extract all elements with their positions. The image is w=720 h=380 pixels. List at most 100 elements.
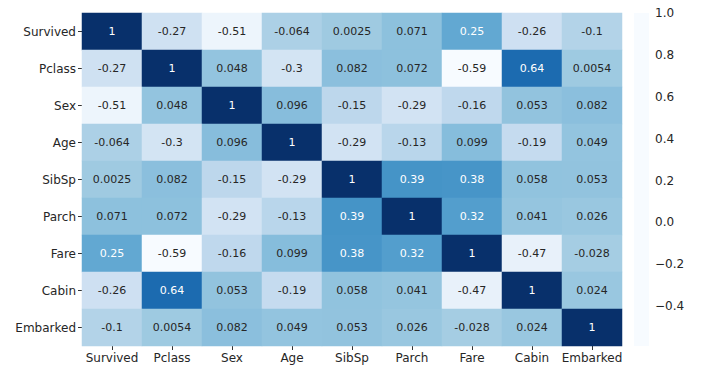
svg-text:0.072: 0.072 [396, 62, 428, 75]
svg-text:Survived: Survived [23, 25, 76, 39]
svg-text:0.082: 0.082 [216, 321, 248, 334]
svg-text:Sex: Sex [54, 99, 76, 113]
svg-text:0.048: 0.048 [216, 62, 248, 75]
svg-text:-0.064: -0.064 [274, 25, 309, 38]
svg-text:0.049: 0.049 [576, 136, 608, 149]
svg-text:Cabin: Cabin [42, 284, 76, 298]
svg-text:1: 1 [229, 99, 236, 112]
svg-text:-0.59: -0.59 [458, 62, 486, 75]
svg-text:-0.19: -0.19 [278, 284, 306, 297]
svg-text:-0.51: -0.51 [218, 25, 246, 38]
svg-text:1: 1 [589, 321, 596, 334]
svg-text:0.058: 0.058 [516, 173, 548, 186]
svg-text:-0.028: -0.028 [574, 247, 609, 260]
svg-text:-0.3: -0.3 [161, 136, 182, 149]
svg-text:0.053: 0.053 [216, 284, 248, 297]
svg-text:-0.29: -0.29 [218, 210, 246, 223]
svg-text:-0.1: -0.1 [581, 25, 602, 38]
svg-text:−0.4: −0.4 [655, 299, 684, 313]
svg-text:-0.27: -0.27 [158, 25, 186, 38]
svg-text:0.082: 0.082 [576, 99, 608, 112]
svg-text:0.38: 0.38 [460, 173, 485, 186]
svg-text:-0.19: -0.19 [518, 136, 546, 149]
svg-text:1: 1 [109, 25, 116, 38]
svg-text:0.4: 0.4 [655, 132, 674, 146]
svg-text:0.049: 0.049 [276, 321, 308, 334]
svg-text:0.082: 0.082 [336, 62, 368, 75]
svg-text:0.38: 0.38 [340, 247, 365, 260]
svg-text:0.071: 0.071 [396, 25, 428, 38]
svg-text:0.053: 0.053 [576, 173, 608, 186]
svg-text:0.32: 0.32 [460, 210, 485, 223]
svg-text:-0.13: -0.13 [278, 210, 306, 223]
svg-text:-0.27: -0.27 [98, 62, 126, 75]
svg-text:1: 1 [529, 284, 536, 297]
svg-text:0.053: 0.053 [516, 99, 548, 112]
svg-text:-0.29: -0.29 [338, 136, 366, 149]
svg-text:0.0054: 0.0054 [153, 321, 192, 334]
svg-text:Fare: Fare [459, 351, 484, 365]
svg-text:0.071: 0.071 [96, 210, 128, 223]
svg-text:0.32: 0.32 [400, 247, 425, 260]
svg-text:0.099: 0.099 [276, 247, 308, 260]
svg-text:0.024: 0.024 [516, 321, 548, 334]
svg-text:0.39: 0.39 [340, 210, 365, 223]
svg-text:0.2: 0.2 [655, 174, 674, 188]
svg-text:0.041: 0.041 [396, 284, 428, 297]
svg-text:-0.16: -0.16 [458, 99, 486, 112]
svg-text:0.6: 0.6 [655, 90, 674, 104]
svg-text:1: 1 [409, 210, 416, 223]
svg-text:Parch: Parch [43, 210, 76, 224]
svg-text:Sex: Sex [221, 351, 243, 365]
svg-text:-0.29: -0.29 [398, 99, 426, 112]
svg-text:1: 1 [169, 62, 176, 75]
svg-text:-0.15: -0.15 [218, 173, 246, 186]
svg-text:Pclass: Pclass [39, 62, 76, 76]
svg-text:-0.064: -0.064 [94, 136, 129, 149]
svg-text:0.64: 0.64 [160, 284, 185, 297]
svg-text:-0.1: -0.1 [101, 321, 122, 334]
svg-text:0.096: 0.096 [216, 136, 248, 149]
svg-text:0.053: 0.053 [336, 321, 368, 334]
svg-text:Embarked: Embarked [562, 351, 623, 365]
svg-text:Pclass: Pclass [153, 351, 190, 365]
svg-text:-0.3: -0.3 [281, 62, 302, 75]
svg-text:0.64: 0.64 [520, 62, 545, 75]
svg-text:0.0054: 0.0054 [573, 62, 612, 75]
svg-text:-0.13: -0.13 [398, 136, 426, 149]
svg-text:-0.47: -0.47 [518, 247, 546, 260]
svg-text:Cabin: Cabin [515, 351, 549, 365]
svg-text:-0.59: -0.59 [158, 247, 186, 260]
svg-text:0.0: 0.0 [655, 215, 674, 229]
svg-text:-0.47: -0.47 [458, 284, 486, 297]
svg-text:Fare: Fare [51, 247, 76, 261]
svg-text:0.0025: 0.0025 [333, 25, 372, 38]
svg-text:SibSp: SibSp [335, 351, 369, 365]
svg-text:Age: Age [53, 136, 76, 150]
svg-text:0.25: 0.25 [460, 25, 485, 38]
svg-text:1: 1 [349, 173, 356, 186]
svg-text:0.096: 0.096 [276, 99, 308, 112]
svg-text:−0.2: −0.2 [655, 257, 684, 271]
svg-text:1: 1 [469, 247, 476, 260]
svg-text:-0.26: -0.26 [98, 284, 126, 297]
svg-text:Age: Age [280, 351, 303, 365]
svg-text:-0.51: -0.51 [98, 99, 126, 112]
svg-text:SibSp: SibSp [42, 173, 76, 187]
svg-text:0.041: 0.041 [516, 210, 548, 223]
svg-text:0.082: 0.082 [156, 173, 188, 186]
svg-text:Parch: Parch [396, 351, 429, 365]
svg-text:0.048: 0.048 [156, 99, 188, 112]
svg-text:-0.15: -0.15 [338, 99, 366, 112]
svg-text:-0.16: -0.16 [218, 247, 246, 260]
svg-text:Survived: Survived [86, 351, 139, 365]
svg-text:1.0: 1.0 [655, 6, 674, 20]
svg-text:0.0025: 0.0025 [93, 173, 132, 186]
svg-text:Embarked: Embarked [15, 321, 76, 335]
svg-text:0.058: 0.058 [336, 284, 368, 297]
svg-text:0.8: 0.8 [655, 48, 674, 62]
svg-text:-0.028: -0.028 [454, 321, 489, 334]
svg-text:0.39: 0.39 [400, 173, 425, 186]
svg-text:-0.29: -0.29 [278, 173, 306, 186]
svg-text:0.099: 0.099 [456, 136, 488, 149]
